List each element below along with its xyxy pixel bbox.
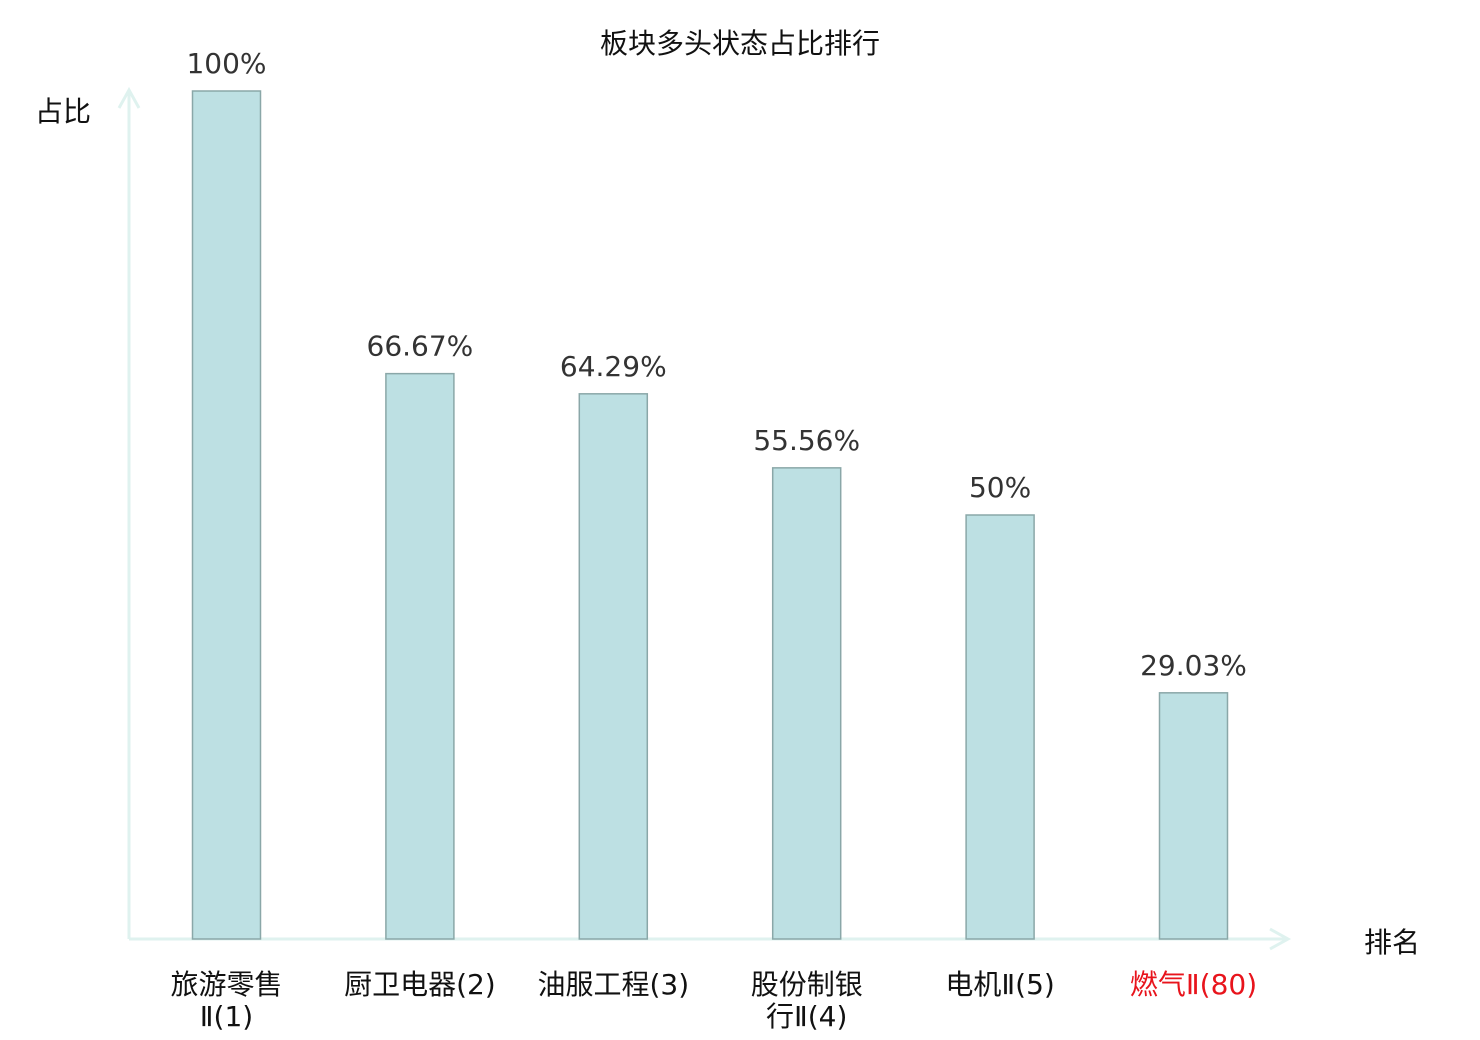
x-axis-arrow-icon: [1269, 927, 1292, 951]
value-label: 100%: [186, 47, 266, 80]
category-tick-label: 厨卫电器(2): [344, 968, 496, 1001]
category-tick-label: 旅游零售: [170, 968, 282, 1001]
category-tick-label: 行Ⅱ(4): [766, 1000, 847, 1033]
bar: [1158, 692, 1229, 940]
y-axis-arrow-icon: [117, 86, 141, 109]
value-label: 64.29%: [560, 350, 667, 383]
bar: [191, 90, 262, 940]
category-tick-label: 电机Ⅱ(5): [945, 968, 1054, 1001]
value-label: 66.67%: [367, 330, 474, 363]
category-tick-label: 股份制银: [751, 968, 863, 1001]
category-tick-label: Ⅱ(1): [200, 1000, 253, 1033]
category-tick-label: 燃气Ⅱ(80): [1130, 968, 1257, 1001]
value-label: 50%: [969, 471, 1031, 504]
y-axis-label: 占比: [35, 95, 91, 128]
bar: [965, 514, 1035, 940]
category-tick-label: 油服工程(3): [537, 968, 689, 1001]
value-label: 29.03%: [1140, 649, 1247, 682]
bar: [771, 467, 842, 940]
chart-title: 板块多头状态占比排行: [600, 27, 880, 60]
x-axis-label: 排名: [1364, 926, 1420, 959]
bar: [385, 372, 455, 940]
bar: [578, 393, 649, 940]
axes: [117, 86, 1292, 951]
value-label: 55.56%: [753, 424, 860, 457]
